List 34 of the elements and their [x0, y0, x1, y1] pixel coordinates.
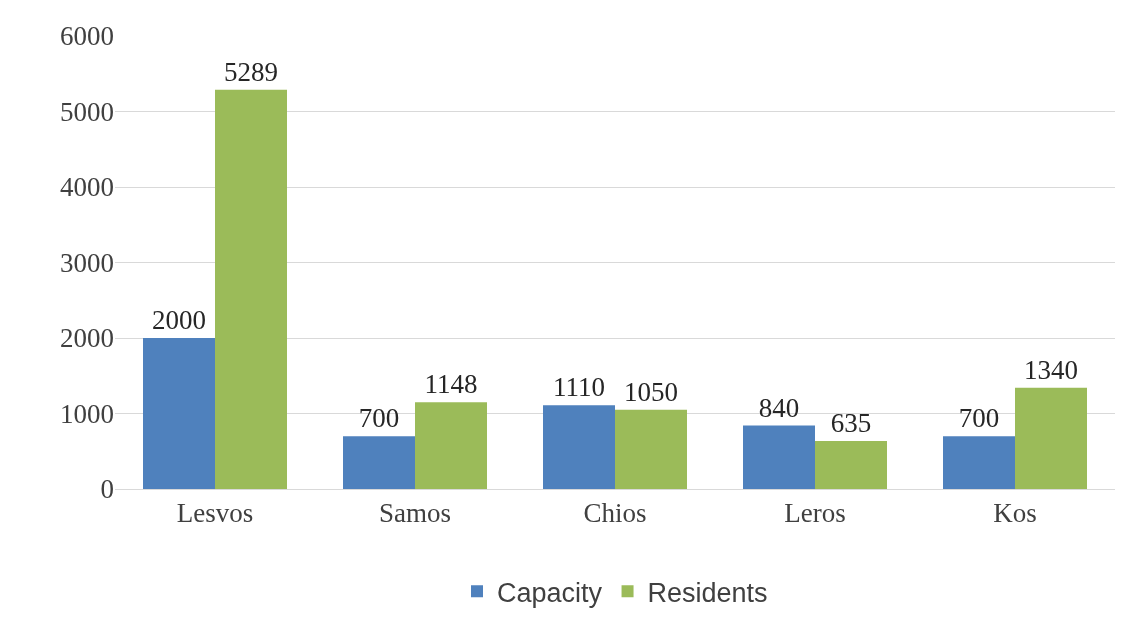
x-tick-label: Kos	[993, 498, 1037, 529]
data-label: 1110	[553, 372, 605, 403]
y-tick-label: 2000	[60, 323, 114, 354]
y-tick-label: 5000	[60, 96, 114, 127]
bar	[343, 436, 415, 489]
data-label: 635	[830, 408, 872, 439]
bar	[615, 409, 687, 489]
data-label: 700	[358, 403, 400, 434]
data-label: 700	[958, 403, 1000, 434]
bar	[1015, 387, 1087, 489]
data-label: 1340	[1024, 354, 1078, 385]
x-tick-label: Chios	[583, 498, 647, 529]
x-tick-label: Samos	[378, 498, 452, 529]
y-tick-label: 0	[100, 474, 114, 505]
y-tick-label: 6000	[60, 21, 114, 52]
bar	[215, 89, 287, 489]
legend-label: Capacity	[497, 577, 603, 608]
data-label: 1148	[424, 369, 478, 400]
y-tick-label: 1000	[60, 398, 114, 429]
x-tick-label: Leros	[784, 498, 846, 529]
data-label: 5289	[224, 56, 278, 87]
data-label: 1050	[624, 376, 678, 407]
y-tick-label: 4000	[60, 172, 114, 203]
data-label: 2000	[152, 305, 206, 335]
data-label: 840	[758, 392, 800, 423]
x-tick-label: Lesvos	[176, 498, 254, 529]
legend-label: Residents	[647, 577, 768, 608]
bar	[143, 338, 215, 489]
bar	[943, 436, 1015, 489]
bar	[743, 425, 815, 489]
y-tick-label: 3000	[60, 247, 114, 278]
bar	[415, 402, 487, 489]
bar	[815, 441, 887, 489]
bar	[543, 405, 615, 489]
